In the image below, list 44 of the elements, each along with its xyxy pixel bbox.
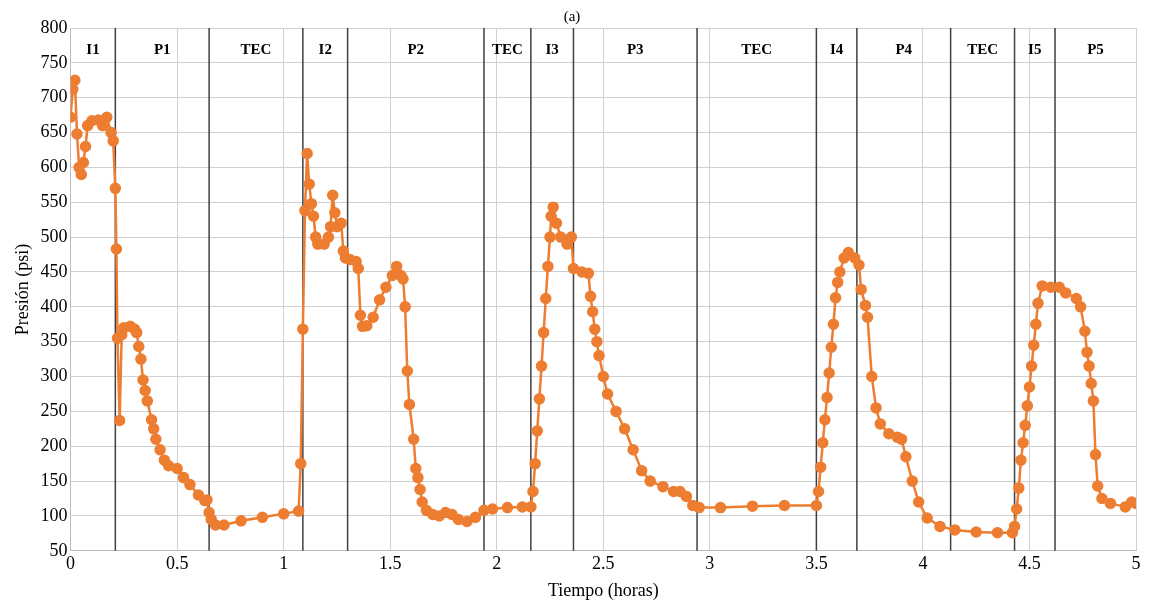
y-tick-label: 350 (40, 330, 68, 351)
annotation: TEC (967, 40, 998, 57)
x-tick-label: 1 (279, 553, 289, 574)
annotation: P1 (153, 40, 171, 57)
x-tick-label: 0 (66, 553, 76, 574)
x-tick-label: 3.5 (805, 553, 828, 574)
annotation: I5 (1028, 40, 1042, 57)
y-tick-label: 500 (40, 225, 68, 246)
y-tick-label: 800 (40, 16, 68, 37)
annotation: I1 (86, 40, 100, 57)
y-tick-label: 400 (40, 295, 68, 316)
annotation: P3 (626, 40, 644, 57)
annotation: P5 (1087, 40, 1104, 57)
x-axis-title: Tiempo (horas) (547, 579, 659, 601)
y-tick-label: 750 (40, 51, 68, 72)
y-tick-label: 150 (40, 469, 68, 490)
y-tick-label: 300 (40, 365, 68, 386)
annotation: TEC (240, 40, 272, 57)
y-tick-label: 600 (40, 156, 68, 177)
annotation: TEC (491, 40, 523, 57)
y-tick-label: 450 (40, 260, 68, 281)
y-axis-title: Presión (psi) (11, 243, 33, 336)
y-tick-label: 200 (40, 434, 68, 455)
y-tick-label: 250 (40, 400, 68, 421)
y-tick-label: 650 (40, 121, 68, 142)
x-tick-label: 2 (492, 553, 502, 574)
annotation: P4 (895, 40, 913, 57)
chart-title: (a) (563, 7, 581, 25)
annotation: P2 (407, 40, 425, 57)
annotation: TEC (741, 40, 773, 57)
annotation: I4 (829, 40, 844, 57)
x-tick-label: 4.5 (1018, 553, 1041, 574)
x-tick-label: 4 (918, 553, 928, 574)
annotation: I2 (318, 40, 332, 57)
x-tick-label: 3 (705, 553, 715, 574)
y-tick-label: 700 (40, 86, 68, 107)
x-tick-label: 2.5 (592, 553, 615, 574)
y-tick-label: 50 (49, 539, 68, 560)
x-tick-label: 0.5 (165, 553, 189, 574)
x-tick-label: 5 (1131, 553, 1141, 574)
y-tick-label: 550 (40, 191, 68, 211)
x-tick-label: 1.5 (378, 553, 402, 574)
annotation: I3 (545, 40, 559, 57)
y-tick-label: 100 (40, 504, 68, 525)
